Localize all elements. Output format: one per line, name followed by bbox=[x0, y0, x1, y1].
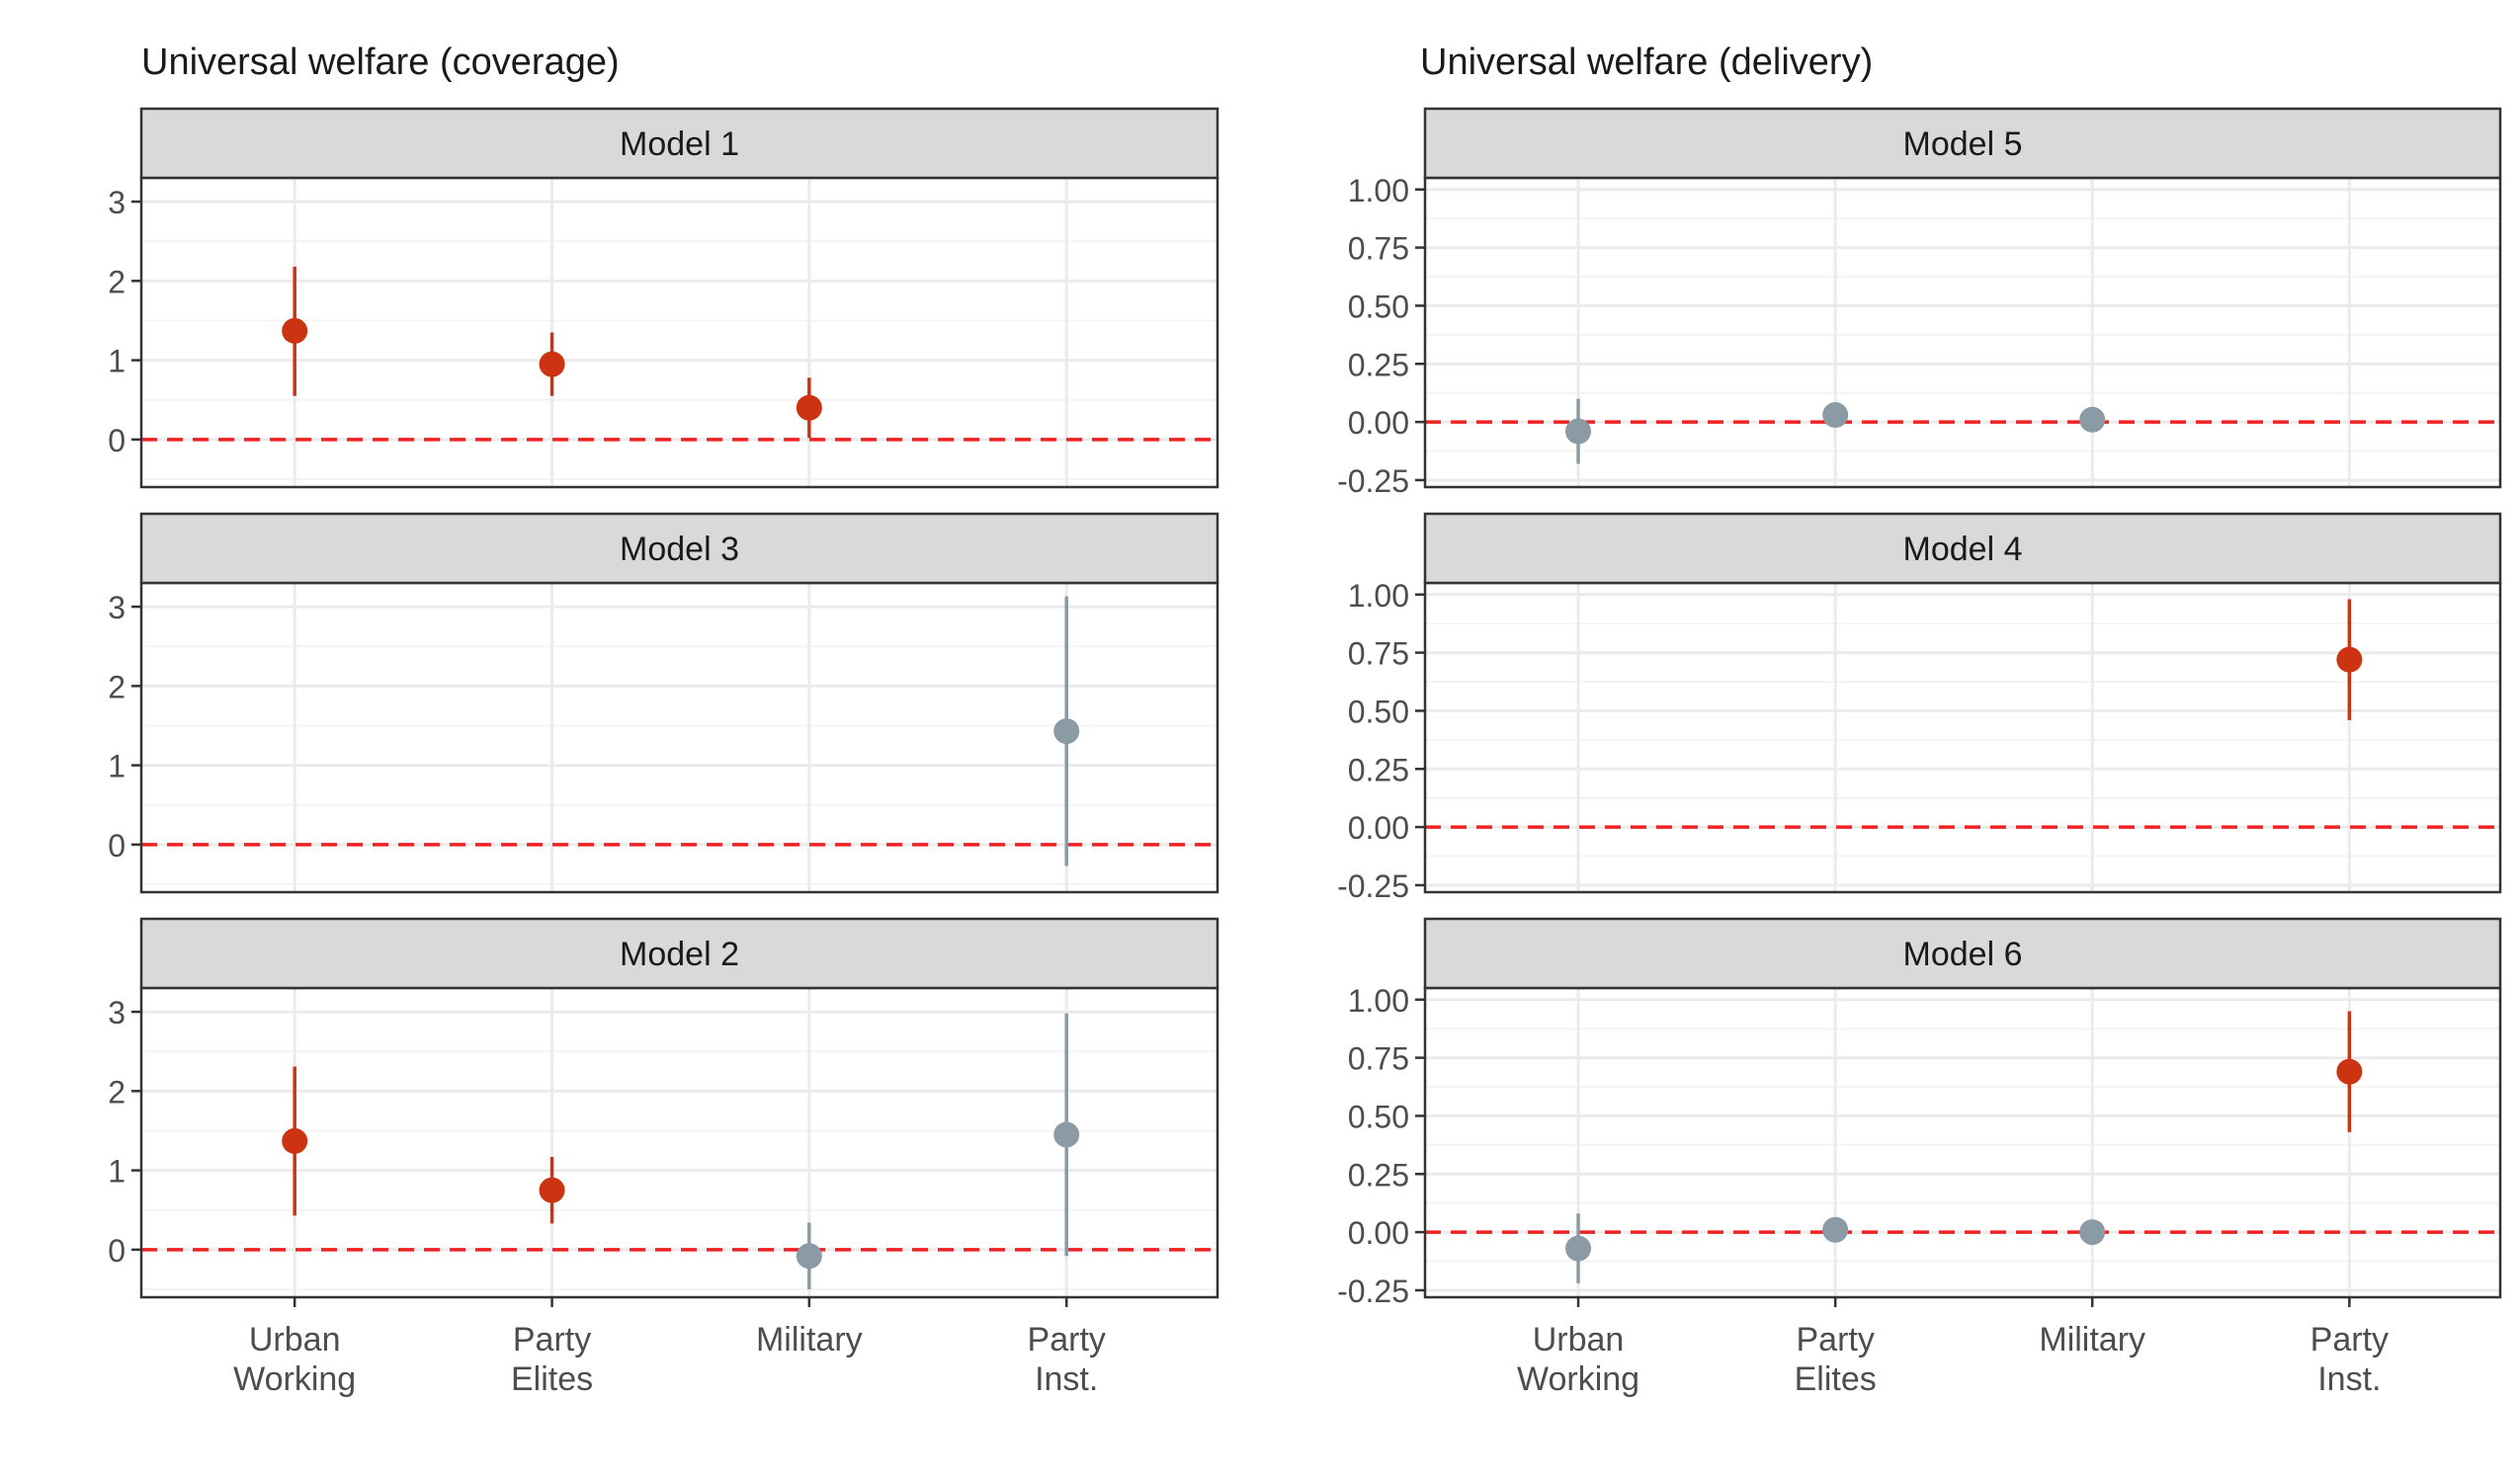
x-tick-label-line: Inst. bbox=[1035, 1360, 1098, 1398]
x-tick-label-line: Party bbox=[2310, 1321, 2389, 1358]
point-estimate-party-elites bbox=[1822, 402, 1849, 429]
x-tick-label-urban-working: Urban Working bbox=[1517, 1321, 1639, 1398]
x-tick-label-line: Elites bbox=[1795, 1360, 1877, 1398]
y-tick-label: 3 bbox=[108, 995, 126, 1030]
point-estimate-party-inst. bbox=[2336, 1058, 2363, 1085]
panel-background bbox=[141, 583, 1218, 892]
facet-strip bbox=[1423, 107, 2502, 180]
facet-strip bbox=[139, 917, 1219, 990]
y-tick-label: 0.50 bbox=[1348, 694, 1409, 729]
y-tick-label: 1.00 bbox=[1348, 173, 1409, 208]
x-tick-label-line: Working bbox=[233, 1360, 356, 1398]
facet-strip bbox=[139, 107, 1219, 180]
y-tick-label: 3 bbox=[108, 590, 126, 625]
x-tick-label-party-elites: Party Elites bbox=[511, 1321, 593, 1398]
y-tick-label: 0.00 bbox=[1348, 405, 1409, 441]
x-tick-label-line: Urban bbox=[249, 1321, 341, 1358]
x-tick-label-line: Party bbox=[1797, 1321, 1875, 1358]
chart-title-coverage: Universal welfare (coverage) bbox=[141, 41, 620, 83]
facet-strip bbox=[1423, 512, 2502, 585]
point-estimate-military bbox=[796, 394, 822, 421]
point-estimate-urban-working bbox=[282, 317, 308, 344]
x-tick-label-military: Military bbox=[2039, 1321, 2145, 1358]
y-tick-label: 0.50 bbox=[1348, 1099, 1409, 1134]
y-tick-label: 0.75 bbox=[1348, 231, 1409, 267]
x-tick-label-line: Elites bbox=[511, 1360, 593, 1398]
y-tick-label: 0.00 bbox=[1348, 1215, 1409, 1251]
x-tick-label-line: Inst. bbox=[2317, 1360, 2381, 1398]
y-tick-label: 0.50 bbox=[1348, 288, 1409, 324]
panel-background bbox=[141, 178, 1218, 487]
panel-background bbox=[1425, 988, 2500, 1297]
x-tick-label-line: Urban bbox=[1533, 1321, 1625, 1358]
facet-panel-model-2: Model 2 0 1 2 3 bbox=[108, 917, 1219, 1299]
y-tick-label: -0.25 bbox=[1337, 463, 1409, 499]
y-tick-label: -0.25 bbox=[1337, 868, 1409, 904]
point-estimate-military bbox=[2079, 406, 2106, 433]
facet-strip bbox=[139, 512, 1219, 585]
y-tick-label: 2 bbox=[108, 264, 126, 299]
x-tick-label-military: Military bbox=[756, 1321, 863, 1358]
panel-background bbox=[141, 988, 1218, 1297]
point-estimate-military bbox=[796, 1243, 822, 1270]
y-tick-label: 1 bbox=[108, 1154, 126, 1190]
point-estimate-urban-working bbox=[1565, 418, 1592, 445]
facet-strip-label: Model 3 bbox=[620, 531, 739, 568]
facet-strip-label: Model 5 bbox=[1903, 125, 2023, 163]
y-tick-label: 3 bbox=[108, 185, 126, 220]
facet-strip-label: Model 1 bbox=[620, 125, 739, 163]
y-tick-label: 0.25 bbox=[1348, 347, 1409, 382]
x-tick-label-line: Party bbox=[513, 1321, 591, 1358]
point-estimate-party-elites bbox=[539, 351, 565, 377]
x-tick-label-party-inst.: Party Inst. bbox=[1028, 1321, 1106, 1398]
facet-strip-label: Model 4 bbox=[1903, 531, 2023, 568]
point-estimate-party-inst. bbox=[1053, 1121, 1080, 1148]
point-estimate-party-inst. bbox=[1053, 718, 1080, 745]
facet-panel-model-5: Model 5 -0.25 0.00 0.25 0.50 0.75 1.00 bbox=[1337, 107, 2502, 499]
y-tick-label: 2 bbox=[108, 1074, 126, 1110]
y-tick-label: 1 bbox=[108, 344, 126, 379]
y-tick-label: 0 bbox=[108, 1233, 126, 1269]
facet-strip-label: Model 6 bbox=[1903, 936, 2023, 973]
point-estimate-party-inst. bbox=[2336, 646, 2363, 673]
y-tick-label: 1.00 bbox=[1348, 578, 1409, 614]
y-tick-label: 0.75 bbox=[1348, 1041, 1409, 1077]
x-tick-label-line: Working bbox=[1517, 1360, 1639, 1398]
facet-panel-model-4: Model 4 -0.25 0.00 0.25 0.50 0.75 1.00 bbox=[1337, 512, 2502, 904]
x-tick-label-urban-working: Urban Working bbox=[233, 1321, 356, 1398]
panel-background bbox=[1425, 583, 2500, 892]
y-tick-label: 2 bbox=[108, 669, 126, 704]
point-estimate-military bbox=[2079, 1219, 2106, 1246]
facet-panel-model-3: Model 3 0 1 2 3 bbox=[108, 512, 1219, 894]
y-tick-label: 0.25 bbox=[1348, 752, 1409, 787]
facet-strip-label: Model 2 bbox=[620, 936, 739, 973]
x-tick-label-party-inst.: Party Inst. bbox=[2310, 1321, 2389, 1398]
y-tick-label: 0.25 bbox=[1348, 1157, 1409, 1193]
x-tick-label-line: Military bbox=[756, 1321, 863, 1358]
panel-background bbox=[1425, 178, 2500, 487]
y-tick-label: 0.75 bbox=[1348, 636, 1409, 672]
x-tick-label-line: Party bbox=[1028, 1321, 1106, 1358]
y-tick-label: 0.00 bbox=[1348, 810, 1409, 846]
chart-title-delivery: Universal welfare (delivery) bbox=[1420, 41, 1873, 83]
y-tick-label: 0 bbox=[108, 828, 126, 864]
point-estimate-party-elites bbox=[539, 1177, 565, 1203]
facet-strip bbox=[1423, 917, 2502, 990]
y-tick-label: -0.25 bbox=[1337, 1274, 1409, 1309]
point-estimate-party-elites bbox=[1822, 1216, 1849, 1243]
y-tick-label: 0 bbox=[108, 423, 126, 458]
x-tick-label-line: Military bbox=[2039, 1321, 2145, 1358]
y-tick-label: 1.00 bbox=[1348, 983, 1409, 1019]
facet-panel-model-1: Model 1 0 1 2 3 bbox=[108, 107, 1219, 489]
point-estimate-urban-working bbox=[282, 1127, 308, 1154]
x-tick-label-party-elites: Party Elites bbox=[1795, 1321, 1877, 1398]
y-tick-label: 1 bbox=[108, 749, 126, 784]
point-estimate-urban-working bbox=[1565, 1235, 1592, 1262]
facet-panel-model-6: Model 6 -0.25 0.00 0.25 0.50 0.75 1.00 bbox=[1337, 917, 2502, 1309]
